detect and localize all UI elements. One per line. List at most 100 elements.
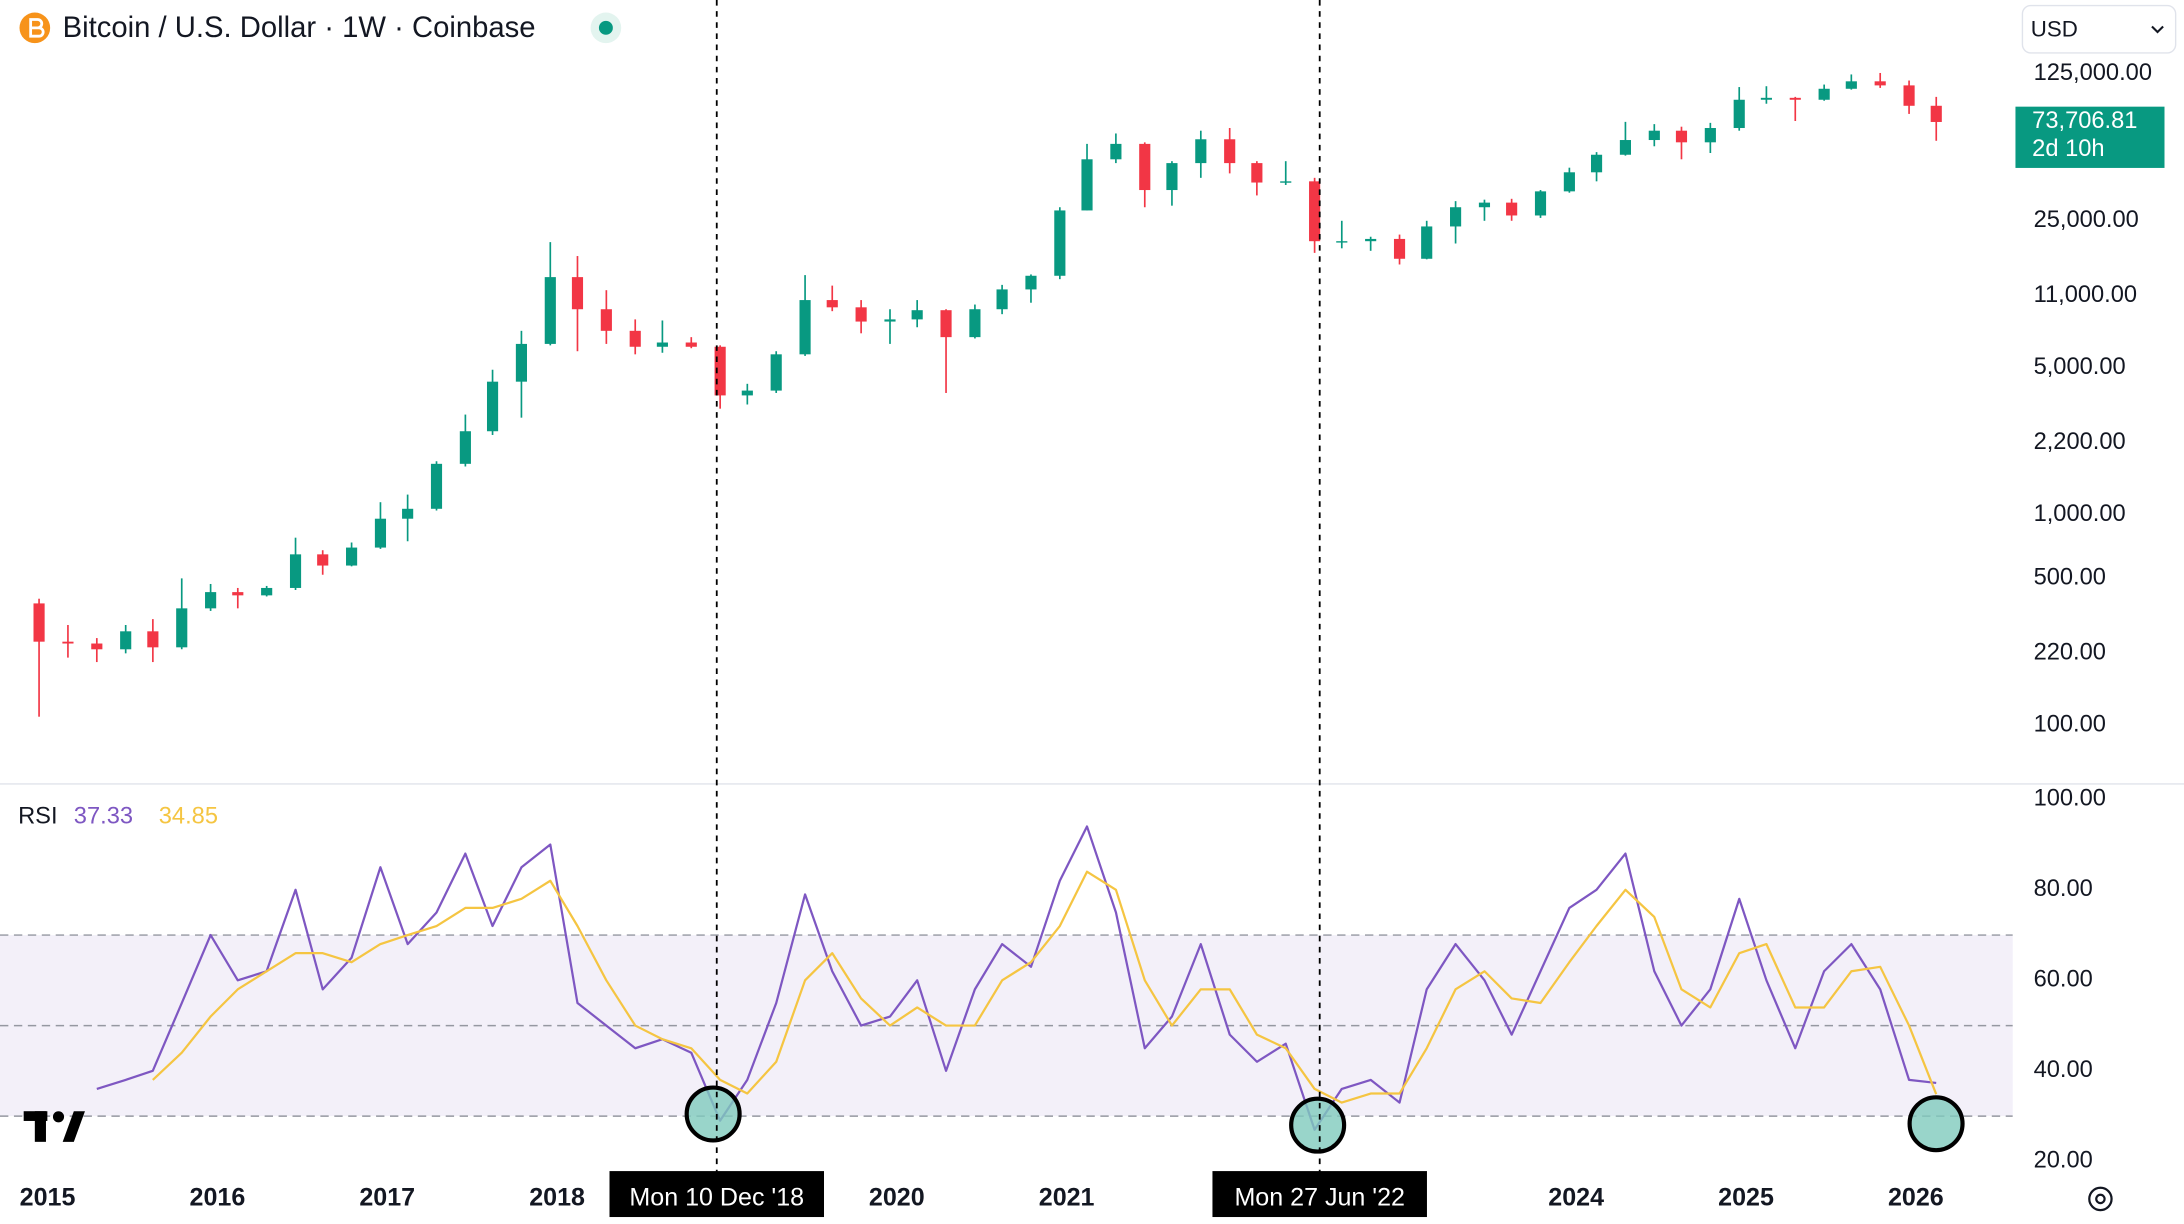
candle-body — [1930, 105, 1942, 122]
candle-body — [629, 330, 641, 347]
candle-body — [741, 390, 753, 396]
x-tick-label: 2020 — [869, 1184, 925, 1212]
candle-body — [1506, 202, 1518, 216]
coin-glyph — [29, 18, 45, 38]
candle-body — [1789, 97, 1801, 100]
candle-body — [430, 463, 443, 509]
price-tick-label: 220.00 — [2034, 640, 2106, 666]
rsi-tick-label: 40.00 — [2034, 1057, 2093, 1083]
candle-body — [232, 592, 244, 596]
price-tick-label: 1,000.00 — [2034, 501, 2126, 527]
rsi-value: 37.33 — [74, 804, 133, 830]
candle-body — [374, 518, 387, 548]
candle-body — [1760, 97, 1772, 100]
candle-body — [544, 277, 556, 344]
x-tick-label: 2016 — [190, 1184, 246, 1212]
candle-body — [1478, 202, 1491, 208]
crosshair-date-box — [1212, 1171, 1427, 1218]
candle-body — [1365, 238, 1377, 242]
candle-body — [176, 608, 188, 648]
candle-body — [799, 300, 811, 355]
candle-body — [714, 346, 726, 396]
dropdown-chevron — [2151, 25, 2164, 34]
candle-body — [770, 354, 782, 391]
candle-body — [120, 631, 132, 650]
candle-body — [826, 300, 838, 308]
candle-body — [1393, 238, 1406, 259]
candle-body — [62, 641, 74, 644]
rsi-line — [96, 825, 1937, 1131]
candle-body — [459, 431, 471, 464]
candle-body — [685, 342, 697, 347]
x-tick-label: 2025 — [1718, 1184, 1774, 1212]
candle-body — [1336, 241, 1348, 243]
candle-body — [1818, 88, 1830, 100]
price-tick-label: 25,000.00 — [2034, 207, 2139, 233]
candle-body — [1081, 159, 1093, 211]
candle-body — [1450, 207, 1462, 227]
candle-body — [969, 309, 981, 338]
candle-body — [1280, 181, 1292, 183]
settings-icon[interactable] — [2088, 1186, 2113, 1212]
candle-body — [486, 381, 499, 432]
candle-body — [1195, 139, 1207, 164]
candle-body — [205, 592, 217, 609]
candle-body — [1224, 139, 1236, 164]
symbol-title: Bitcoin / U.S. Dollar · 1W · Coinbase — [63, 12, 536, 44]
candle-body — [1648, 130, 1660, 141]
candle-body — [1704, 128, 1716, 143]
candle-body — [1110, 143, 1122, 160]
price-tick-label: 2,200.00 — [2034, 429, 2126, 455]
currency-dropdown[interactable] — [2021, 4, 2177, 54]
settings-icon-center — [2095, 1193, 2106, 1205]
candle-body — [1733, 99, 1745, 129]
price-tick-label: 500.00 — [2034, 565, 2106, 591]
candle-body — [1139, 143, 1151, 191]
candle-body — [1166, 163, 1178, 191]
candle-body — [261, 587, 273, 596]
last-price-box — [2015, 106, 2165, 168]
candle-body — [33, 603, 45, 642]
rsi-ma-value: 34.85 — [159, 804, 218, 830]
candle-body — [346, 547, 358, 566]
price-tick-label: 11,000.00 — [2034, 282, 2137, 308]
candle-body — [91, 643, 103, 650]
candle-body — [656, 342, 668, 347]
tradingview-logo — [23, 1111, 85, 1142]
candle-body — [996, 289, 1008, 310]
x-tick-label: 2021 — [1039, 1184, 1095, 1212]
x-tick-label: 2015 — [20, 1184, 76, 1212]
candle-body — [1251, 163, 1263, 183]
x-tick-label: 2017 — [359, 1184, 415, 1212]
crosshair-date-label: Mon 27 Jun '22 — [1234, 1184, 1405, 1212]
candle-body — [571, 277, 584, 310]
candle-body — [1534, 191, 1547, 216]
rsi-line — [152, 870, 1938, 1104]
highlight-circle — [1907, 1095, 1965, 1153]
candle-body — [1590, 154, 1603, 173]
currency-label: USD — [2031, 17, 2078, 42]
crosshair-date-box — [609, 1171, 825, 1218]
candle-body — [1054, 210, 1066, 276]
rsi-tick-label: 100.00 — [2034, 786, 2106, 812]
candle-body — [600, 309, 612, 331]
rsi-tick-label: 60.00 — [2034, 967, 2093, 993]
highlight-circle — [1289, 1096, 1347, 1154]
candle-body — [402, 508, 414, 519]
status-dot — [598, 20, 613, 35]
x-tick-label: 2026 — [1888, 1184, 1944, 1212]
crosshair-date-label: Mon 10 Dec '18 — [629, 1184, 804, 1212]
candle-body — [317, 554, 329, 566]
price-tick-label: 125,000.00 — [2034, 60, 2152, 86]
candle-body — [1563, 172, 1575, 192]
candle-body — [1874, 81, 1886, 86]
x-tick-label: 2018 — [529, 1184, 585, 1212]
candle-body — [884, 319, 896, 322]
price-tick-label: 100.00 — [2034, 712, 2106, 738]
countdown-label: 2d 10h — [2032, 136, 2104, 162]
candle-body — [1309, 181, 1321, 242]
last-price-label: 73,706.81 — [2032, 108, 2137, 134]
rsi-tick-label: 20.00 — [2034, 1148, 2093, 1174]
